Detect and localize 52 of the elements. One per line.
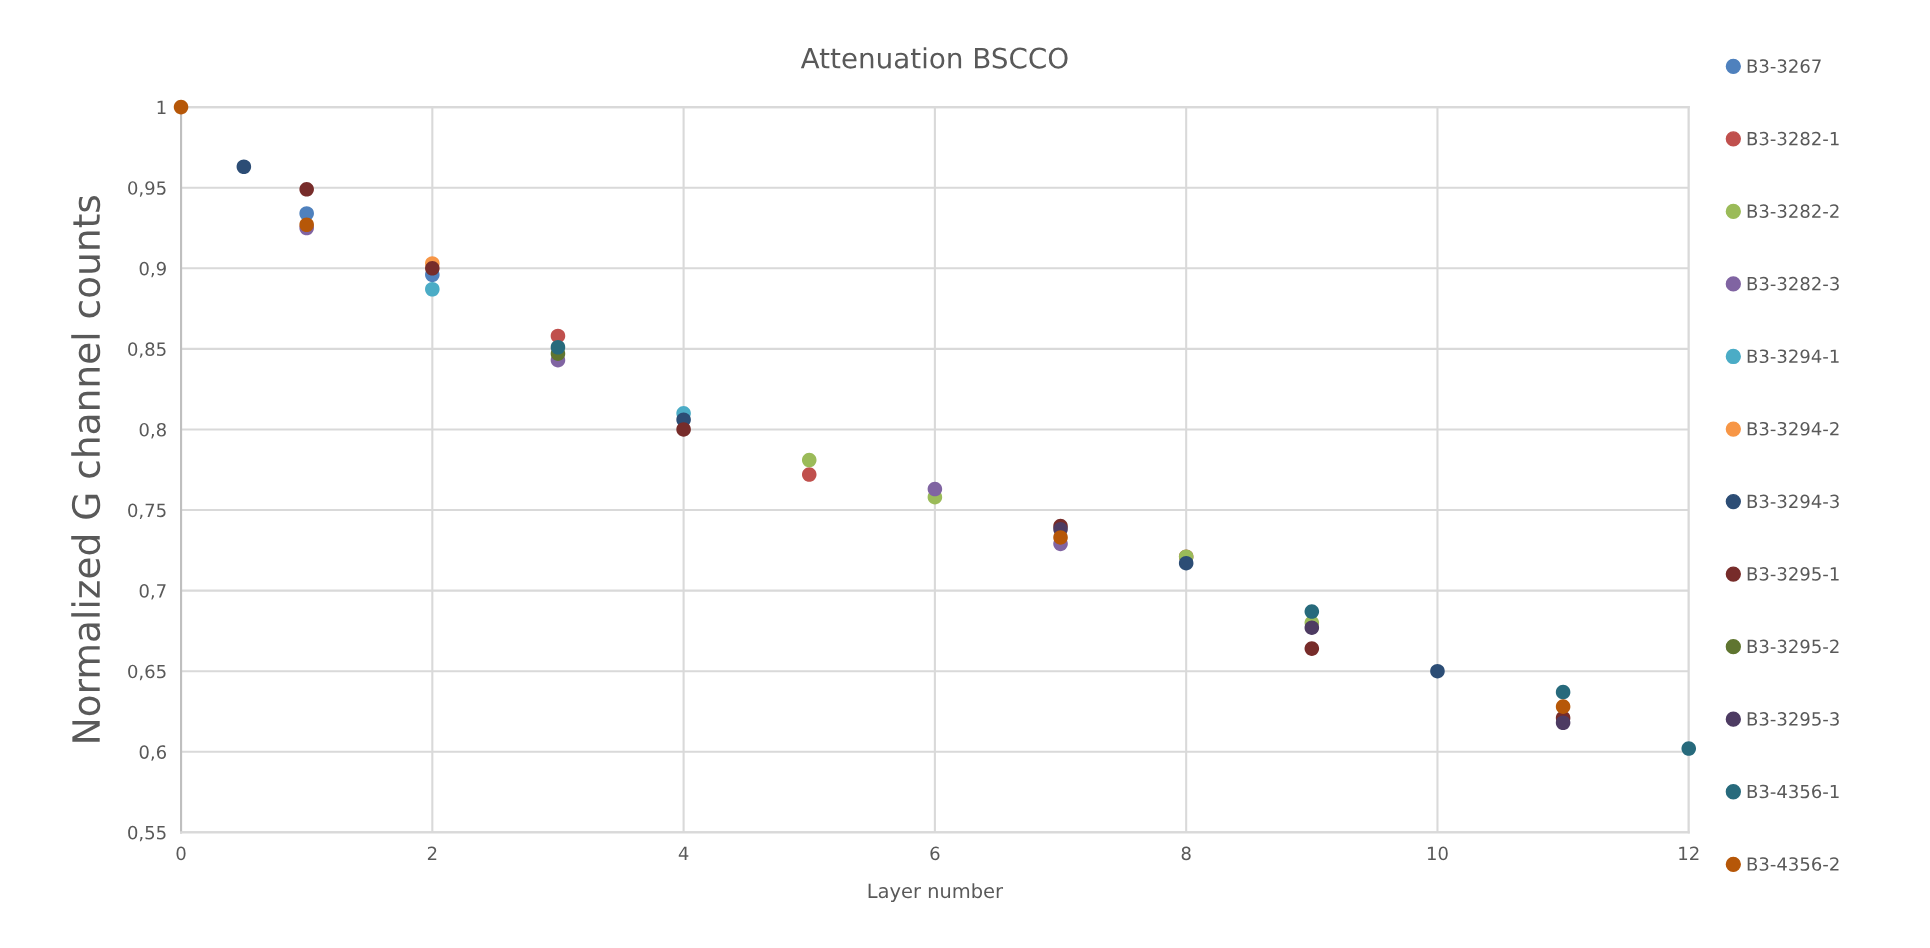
point	[927, 481, 943, 497]
legend-label: B3-3282-2	[1747, 204, 1839, 218]
x-tick-label: 0	[176, 846, 186, 861]
x-tick-label: 2	[427, 846, 437, 860]
y-tick-label: 0,85	[128, 342, 166, 358]
point	[1555, 684, 1571, 700]
legend-label: B3-3282-3	[1747, 276, 1839, 291]
y-tick-label: 0,6	[139, 745, 167, 761]
y-tick-label: 0,65	[128, 664, 166, 681]
legend-label: B3-4356-1	[1747, 784, 1839, 799]
point	[676, 422, 691, 437]
point	[425, 281, 440, 297]
point	[425, 261, 440, 276]
legend-label: B3-3294-1	[1747, 349, 1839, 364]
x-tick-label: 8	[1181, 846, 1191, 861]
point	[801, 452, 817, 468]
legend-label: B3-3295-2	[1747, 639, 1839, 654]
x-tick-label: 4	[678, 846, 689, 860]
x-tick-label: 12	[1679, 846, 1699, 860]
y-axis-title: Normalized G channel counts	[71, 195, 101, 742]
legend-label: B3-3295-1	[1747, 567, 1839, 581]
y-tick-label: 0,75	[128, 503, 166, 519]
point	[550, 339, 566, 355]
point	[1555, 699, 1571, 714]
legend-label: B3-3267	[1747, 59, 1821, 73]
x-tick-label: 6	[930, 846, 940, 861]
y-tick-label: 0,55	[128, 825, 166, 842]
legend-label: B3-4356-2	[1747, 857, 1839, 871]
point	[1681, 741, 1697, 756]
legend-label: B3-3294-3	[1747, 494, 1839, 509]
point	[1430, 663, 1445, 679]
y-tick-label: 0,8	[139, 422, 166, 439]
y-tick-label: 0,9	[139, 261, 166, 278]
x-axis-title: Layer number	[868, 883, 1004, 902]
point	[1555, 715, 1571, 731]
point	[299, 182, 314, 197]
point	[801, 467, 817, 482]
legend-label: B3-3282-1	[1747, 131, 1839, 146]
point	[1053, 530, 1068, 545]
y-tick-label: 0,7	[139, 584, 166, 600]
legend-label: B3-3294-2	[1747, 421, 1839, 436]
point	[236, 159, 252, 175]
y-tick-label: 0,95	[128, 181, 166, 197]
point	[1304, 620, 1320, 635]
legend-label: B3-3295-3	[1747, 712, 1839, 726]
point	[1304, 641, 1320, 656]
point	[1178, 555, 1194, 571]
point	[1304, 604, 1320, 619]
y-tick-label: 1	[157, 100, 166, 114]
x-tick-label: 10	[1427, 846, 1448, 861]
point	[173, 99, 189, 115]
chart-title: Attenuation BSCCO	[800, 47, 1068, 69]
